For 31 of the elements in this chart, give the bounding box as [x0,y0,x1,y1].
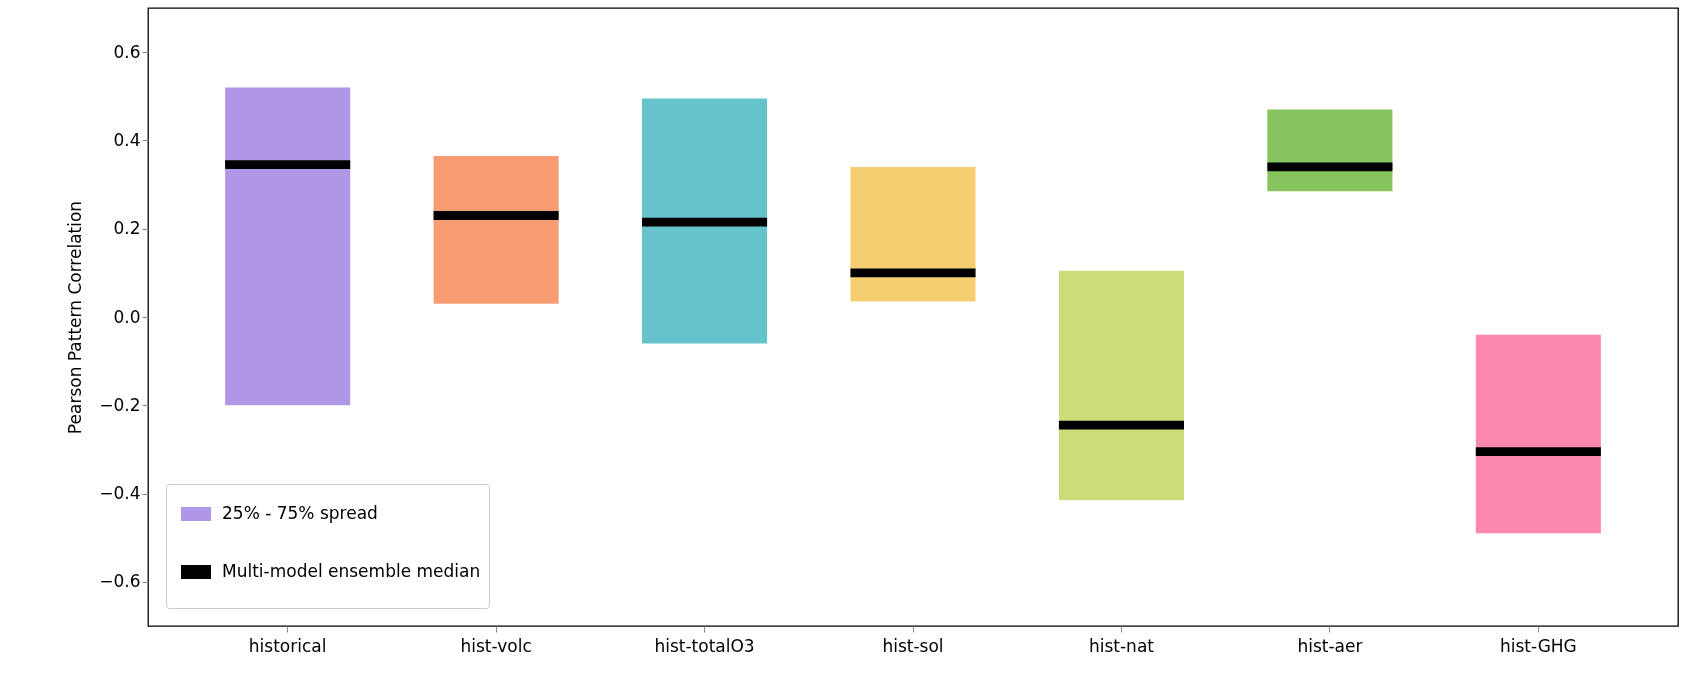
y-axis-title: Pearson Pattern Correlation [65,200,86,435]
y-tick-label: −0.6 [99,571,141,592]
x-tick-label: historical [248,635,327,656]
y-tick-label: 0.2 [113,218,141,239]
x-tick-label: hist-GHG [1499,635,1577,656]
bar [850,166,976,302]
y-tick-label: −0.4 [99,483,141,504]
bar [1267,162,1393,172]
x-tick-label: hist-totalO3 [654,635,755,656]
bar [642,217,768,227]
x-tick-label: hist-aer [1297,635,1363,656]
x-tick-label: hist-sol [882,635,944,656]
bar [225,87,351,406]
y-tick-label: −0.2 [99,394,141,415]
bar [1267,109,1393,192]
y-tick-label: 0.4 [113,129,141,150]
legend-label: Multi-model ensemble median [222,561,481,581]
bar [642,98,768,344]
x-tick-label: hist-volc [460,635,532,656]
legend-label: 25% - 75% spread [222,503,378,523]
bar [433,211,559,220]
bar [1058,270,1184,501]
x-tick-label: hist-nat [1088,635,1155,656]
y-tick-label: 0.6 [113,41,141,62]
bar [1475,447,1601,457]
bar [850,268,976,278]
bar [225,160,351,170]
bar [1475,334,1601,534]
y-tick-label: 0.0 [113,306,141,327]
bar [433,155,559,304]
bar [1058,420,1184,430]
